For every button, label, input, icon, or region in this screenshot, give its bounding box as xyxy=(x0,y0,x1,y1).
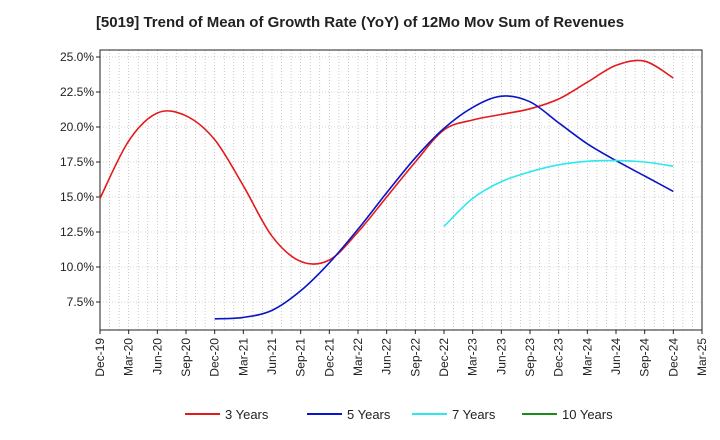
legend-label: 10 Years xyxy=(562,407,613,422)
plot-area xyxy=(99,49,703,331)
y-tick-label: 17.5% xyxy=(60,155,94,169)
y-tick-label: 25.0% xyxy=(60,50,94,64)
x-tick-label: Mar-20 xyxy=(122,338,136,376)
y-tick-label: 10.0% xyxy=(60,260,94,274)
y-tick-label: 15.0% xyxy=(60,190,94,204)
x-tick-label: Sep-20 xyxy=(179,338,193,377)
x-tick-label: Dec-22 xyxy=(437,338,451,377)
x-tick-label: Sep-23 xyxy=(523,338,537,377)
x-tick-label: Sep-22 xyxy=(408,338,422,377)
legend-label: 7 Years xyxy=(452,407,496,422)
x-axis-ticks: Dec-19 Mar-20 Jun-20 Sep-20 Dec-20 Mar-21 Jun-… xyxy=(93,330,709,377)
grid-lines xyxy=(100,50,702,330)
y-tick-label: 7.5% xyxy=(67,295,95,309)
x-tick-label: Mar-24 xyxy=(580,338,594,376)
x-tick-label: Jun-20 xyxy=(150,338,164,375)
legend: 3 Years 5 Years 7 Years 10 Years xyxy=(185,407,613,422)
x-tick-label: Jun-23 xyxy=(494,338,508,375)
x-tick-label: Dec-19 xyxy=(93,338,107,377)
y-tick-label: 20.0% xyxy=(60,120,94,134)
x-tick-label: Dec-20 xyxy=(208,338,222,377)
x-tick-label: Jun-22 xyxy=(380,338,394,375)
x-tick-label: Jun-21 xyxy=(265,338,279,375)
y-tick-label: 22.5% xyxy=(60,85,94,99)
x-tick-label: Jun-24 xyxy=(609,338,623,375)
x-tick-label: Dec-24 xyxy=(666,338,680,377)
y-tick-label: 12.5% xyxy=(60,225,94,239)
series-lines xyxy=(99,59,674,320)
series-line-5-years xyxy=(214,95,674,320)
legend-label: 3 Years xyxy=(225,407,269,422)
series-line-3-years xyxy=(99,59,674,265)
x-tick-label: Mar-21 xyxy=(236,338,250,376)
x-tick-label: Mar-25 xyxy=(695,338,709,376)
series-line-7-years xyxy=(443,159,674,227)
legend-label: 5 Years xyxy=(347,407,391,422)
x-tick-label: Mar-22 xyxy=(351,338,365,376)
x-tick-label: Dec-21 xyxy=(322,338,336,377)
y-axis-ticks: 7.5% 10.0% 12.5% 15.0% 17.5% 20.0% 22.5% 25.0% xyxy=(60,50,100,309)
x-tick-label: Mar-23 xyxy=(466,338,480,376)
x-tick-label: Sep-21 xyxy=(294,338,308,377)
chart-title: [5019] Trend of Mean of Growth Rate (YoY… xyxy=(95,14,625,31)
x-tick-label: Sep-24 xyxy=(638,338,652,377)
x-tick-label: Dec-23 xyxy=(552,338,566,377)
